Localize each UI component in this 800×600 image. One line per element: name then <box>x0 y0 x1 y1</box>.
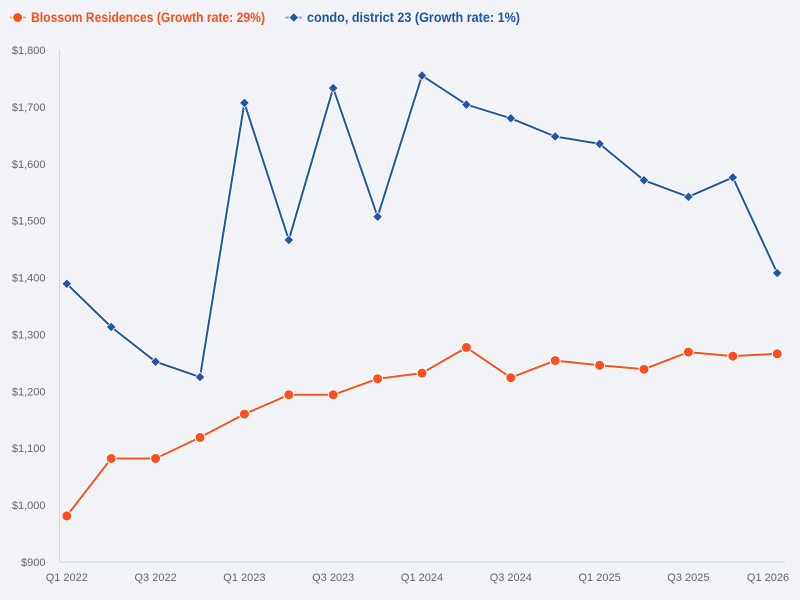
svg-text:Q3 2025: Q3 2025 <box>667 572 709 584</box>
svg-text:$900: $900 <box>21 557 45 569</box>
svg-text:$1,800: $1,800 <box>12 45 46 57</box>
svg-text:Q1 2022: Q1 2022 <box>46 572 88 584</box>
svg-text:$1,400: $1,400 <box>12 273 46 285</box>
svg-text:$1,700: $1,700 <box>12 102 46 114</box>
svg-text:Q3 2023: Q3 2023 <box>312 572 354 584</box>
svg-text:$1,100: $1,100 <box>12 443 46 455</box>
svg-text:condo, district 23 (Growth rat: condo, district 23 (Growth rate: 1%) <box>307 9 520 25</box>
svg-text:$1,600: $1,600 <box>12 159 46 171</box>
svg-text:Q1 2024: Q1 2024 <box>401 572 443 584</box>
svg-text:$1,000: $1,000 <box>12 500 46 512</box>
svg-text:Q3 2024: Q3 2024 <box>490 572 532 584</box>
svg-text:Q3 2022: Q3 2022 <box>134 572 176 584</box>
svg-text:Q1 2023: Q1 2023 <box>223 572 265 584</box>
svg-text:Blossom Residences (Growth rat: Blossom Residences (Growth rate: 29%) <box>31 9 265 25</box>
svg-text:Q1 2025: Q1 2025 <box>578 572 620 584</box>
svg-text:$1,300: $1,300 <box>12 329 46 341</box>
svg-text:$1,200: $1,200 <box>12 386 46 398</box>
svg-text:Q1 2026: Q1 2026 <box>747 572 789 584</box>
svg-text:$1,500: $1,500 <box>12 216 46 228</box>
